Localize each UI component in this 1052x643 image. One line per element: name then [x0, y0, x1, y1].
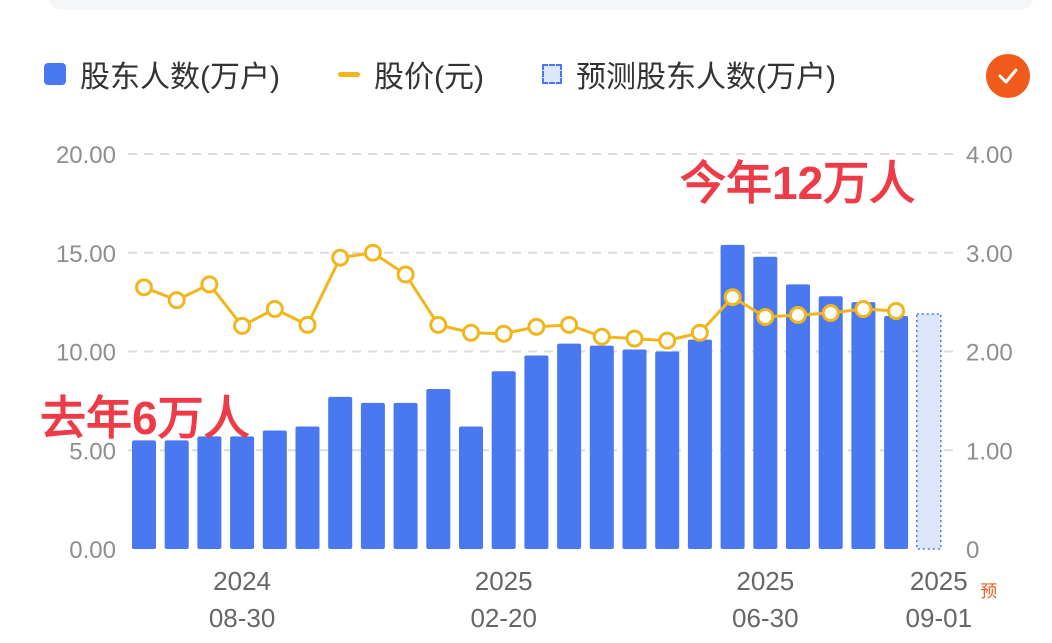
y-left-tick-label: 0.00 [69, 537, 116, 564]
x-tick-date: 06-30 [732, 603, 799, 633]
holders-bar [393, 402, 418, 549]
holders-bar [132, 440, 156, 549]
y-right-tick-label: 1.00 [966, 438, 1013, 465]
price-point [723, 288, 742, 307]
price-point [658, 331, 677, 350]
y-left-tick-label: 20.00 [56, 142, 116, 169]
check-icon [998, 68, 1018, 84]
holders-bar [557, 343, 582, 549]
holders-bar [720, 244, 745, 549]
prediction-toggle-button[interactable] [986, 54, 1030, 98]
legend-item-prediction[interactable]: 预测股东人数(万户) [541, 52, 836, 96]
holders-bar [851, 302, 876, 549]
price-point [625, 329, 644, 348]
price-point [167, 291, 186, 310]
holders-bar [360, 402, 385, 549]
holders-bar [164, 440, 189, 549]
price-line [143, 251, 897, 343]
legend-item-price[interactable]: 股价(元) [337, 52, 484, 96]
price-point [135, 278, 153, 297]
x-tick-date: 09-01 [906, 603, 973, 633]
price-point [462, 323, 480, 342]
top-search-bar [48, 0, 1034, 10]
y-right-tick-label: 0 [966, 537, 979, 564]
price-point [331, 248, 350, 267]
price-point [789, 305, 807, 324]
price-point [298, 315, 317, 334]
legend-pred-label: 预测股东人数(万户) [575, 61, 836, 94]
holders-bar [786, 284, 810, 549]
price-point [592, 327, 611, 346]
holders-bar [622, 349, 647, 549]
holders-bar [328, 396, 353, 549]
y-right-tick-label: 4.00 [966, 142, 1013, 169]
holders-bar [655, 351, 680, 549]
price-point [854, 300, 873, 319]
predicted-holders-bar [916, 313, 942, 550]
price-point [560, 315, 579, 334]
holders-bar [491, 371, 516, 549]
legend-pred-swatch [541, 64, 562, 84]
y-left-tick-label: 5.00 [69, 438, 116, 465]
price-point [265, 300, 284, 319]
x-tick-year: 2024 [213, 566, 271, 596]
price-point [821, 303, 840, 322]
legend-holders-label: 股东人数(万户) [80, 61, 280, 94]
holders-bar [426, 389, 451, 549]
holders-bar [687, 339, 712, 549]
price-point [200, 275, 219, 294]
y-right-tick-label: 3.00 [966, 241, 1013, 268]
annotation-last-year: 去年6万人 [40, 392, 250, 444]
price-point [494, 324, 513, 343]
holders-bar [753, 256, 778, 549]
prediction-tag: 预 [980, 582, 997, 602]
price-point [429, 315, 448, 334]
holders-bar [884, 315, 909, 549]
y-right-tick-label: 2.00 [966, 340, 1013, 367]
y-left-tick-label: 10.00 [56, 340, 116, 367]
legend-bar-swatch [44, 63, 66, 85]
holders-bar [459, 426, 483, 549]
x-tick-year: 2025 [736, 566, 794, 596]
price-point [396, 265, 415, 284]
annotation-this-year: 今年12万人 [680, 157, 916, 209]
y-left-tick-label: 15.00 [56, 241, 116, 268]
price-point [756, 307, 775, 326]
chart-legend: 股东人数(万户) 股价(元) 预测股东人数(万户) [44, 52, 1022, 96]
holders-bar [262, 430, 287, 549]
holders-bar [524, 355, 549, 549]
holders-bar [230, 436, 255, 549]
holders-bar [818, 296, 843, 549]
price-point [690, 323, 709, 342]
holders-bar [589, 345, 614, 549]
price-point [233, 316, 252, 335]
x-tick-year: 2025 [475, 566, 533, 596]
x-tick-date: 02-20 [470, 603, 537, 633]
legend-price-label: 股价(元) [373, 61, 484, 94]
x-tick-date: 08-30 [209, 603, 276, 633]
legend-line-swatch [337, 71, 360, 77]
holders-bar [295, 426, 320, 549]
price-point [363, 243, 382, 262]
legend-item-holders[interactable]: 股东人数(万户) [44, 52, 280, 96]
x-tick-year: 2025 [910, 566, 968, 596]
price-point [887, 302, 906, 321]
holders-bar [197, 436, 222, 549]
price-point [527, 317, 546, 336]
